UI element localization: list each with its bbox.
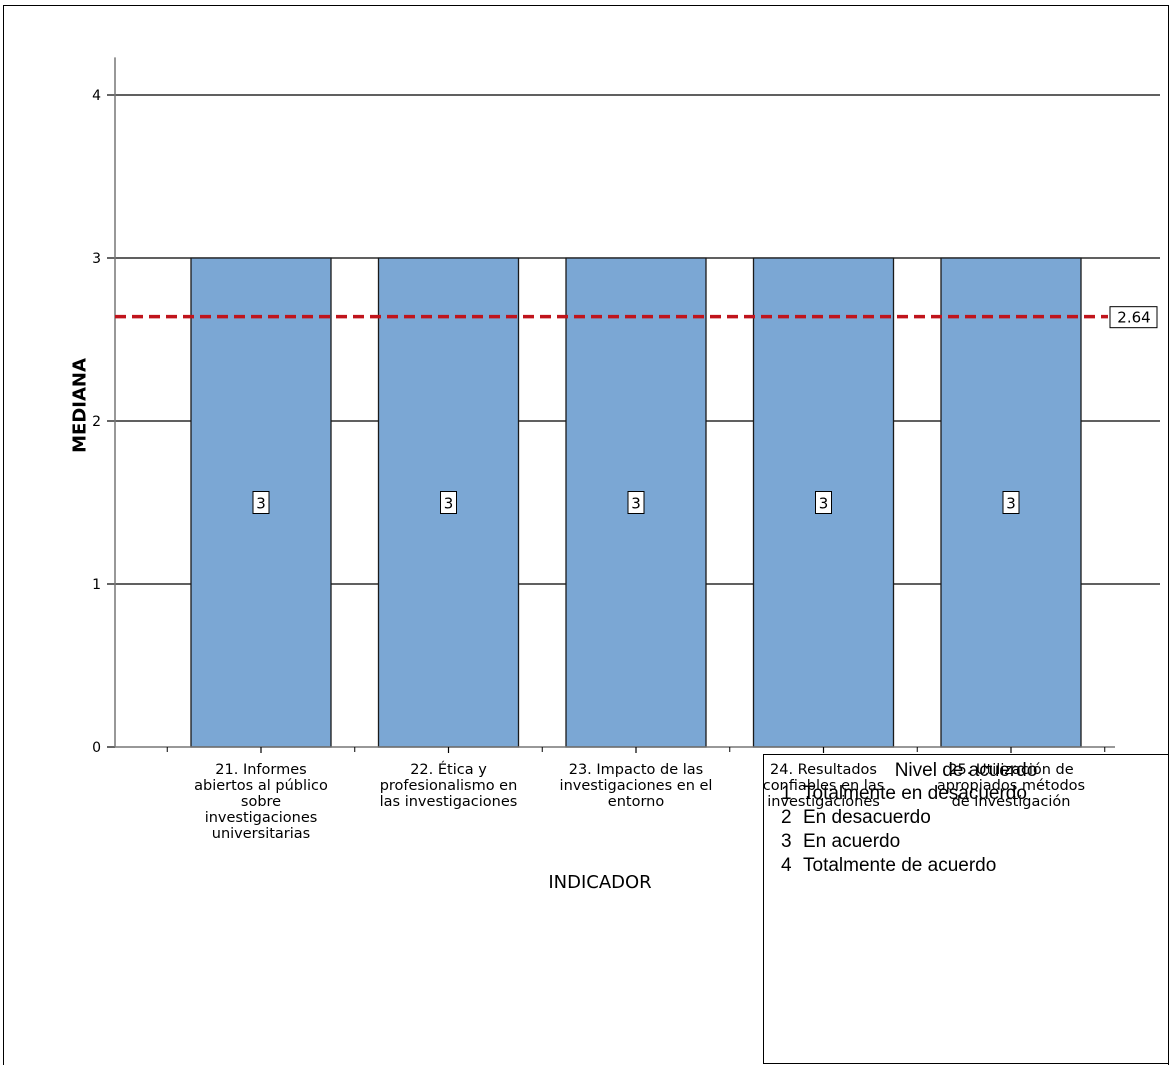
category-label-line: investigaciones [204, 810, 318, 826]
y-tick-label: 3 [92, 251, 101, 267]
legend-title: Nivel de acuerdo [894, 760, 1038, 781]
y-tick-label: 2 [92, 414, 101, 430]
value-label-box [252, 491, 270, 514]
category-label-line: 24. Resultados [770, 762, 877, 778]
legend-box: Nivel de acuerdo 1 Totalmente en desacuer… [763, 754, 1169, 1064]
legend-items: 1 Totalmente en desacuerdo 2 En desacuerdo 3… [764, 782, 1168, 878]
legend-item: 2 En desacuerdo [781, 806, 1168, 830]
legend-item-label: Totalmente en desacuerdo [803, 783, 1027, 804]
legend-item-number: 1 [781, 783, 792, 804]
legend-item-label: En acuerdo [803, 831, 901, 852]
value-label-box [1002, 491, 1020, 514]
reference-line-group: 2.64 [115, 306, 1158, 329]
category-label-line: abiertos al público [194, 778, 328, 794]
legend-item-number: 4 [781, 855, 792, 876]
value-labels: 3 3 3 3 3 [252, 491, 1020, 514]
category-label: 21. Informes abiertos al público sobre inve… [166, 762, 356, 842]
category-label: 25. Utilización de apropiados métodos de i… [916, 762, 1106, 810]
category-label: 22. Ética y profesionalismo en las investi… [354, 762, 544, 810]
legend-item-label: Totalmente de acuerdo [803, 855, 997, 876]
reference-label: 2.64 [1117, 309, 1150, 327]
legend-item-number: 2 [781, 807, 792, 828]
category-label-line: profesionalismo en [379, 778, 518, 794]
bars [190, 257, 1082, 748]
y-axis-title: MEDIANA [69, 358, 91, 453]
reference-label-box [1109, 306, 1158, 329]
category-label-line: investigaciones [767, 794, 880, 810]
category-label-line: sobre [240, 794, 282, 810]
legend-item: 1 Totalmente en desacuerdo [781, 782, 1168, 806]
value-label: 3 [1006, 495, 1016, 513]
category-label: 24. Resultados confiables en las investiga… [729, 762, 919, 810]
chart-frame [3, 5, 1169, 1065]
value-label: 3 [444, 495, 454, 513]
value-label-box [440, 491, 457, 514]
value-label: 3 [819, 495, 829, 513]
value-label-box [815, 491, 832, 514]
legend-item-number: 3 [781, 831, 792, 852]
category-label: 23. Impacto de las investigaciones en el e… [541, 762, 731, 810]
category-label-line: apropiados métodos [936, 778, 1086, 794]
legend-item: 3 En acuerdo [781, 830, 1168, 854]
category-label-line: entorno [607, 794, 665, 810]
category-label-line: 23. Impacto de las [568, 762, 704, 778]
category-label-line: confiables en las [762, 778, 885, 794]
category-label-line: 25. Utilización de [948, 762, 1074, 778]
category-label-line: 21. Informes [215, 762, 307, 778]
axes: 0 1 2 3 4 [92, 57, 1115, 756]
category-label-line: 22. Ética y [410, 762, 487, 778]
y-tick-label: 0 [92, 740, 101, 756]
legend-item: 4 Totalmente de acuerdo [781, 854, 1168, 878]
y-tick-label: 1 [92, 577, 101, 593]
y-tick-label: 4 [92, 88, 101, 104]
value-label: 3 [256, 495, 266, 513]
category-label-line: las investigaciones [379, 794, 518, 810]
category-label-line: investigaciones en el [559, 778, 713, 794]
value-label-box [627, 491, 645, 514]
value-label: 3 [631, 495, 641, 513]
x-axis-title: INDICADOR [548, 872, 652, 893]
category-label-line: de investigación [951, 794, 1071, 810]
legend-item-label: En desacuerdo [803, 807, 931, 828]
category-label-line: universitarias [211, 826, 311, 842]
